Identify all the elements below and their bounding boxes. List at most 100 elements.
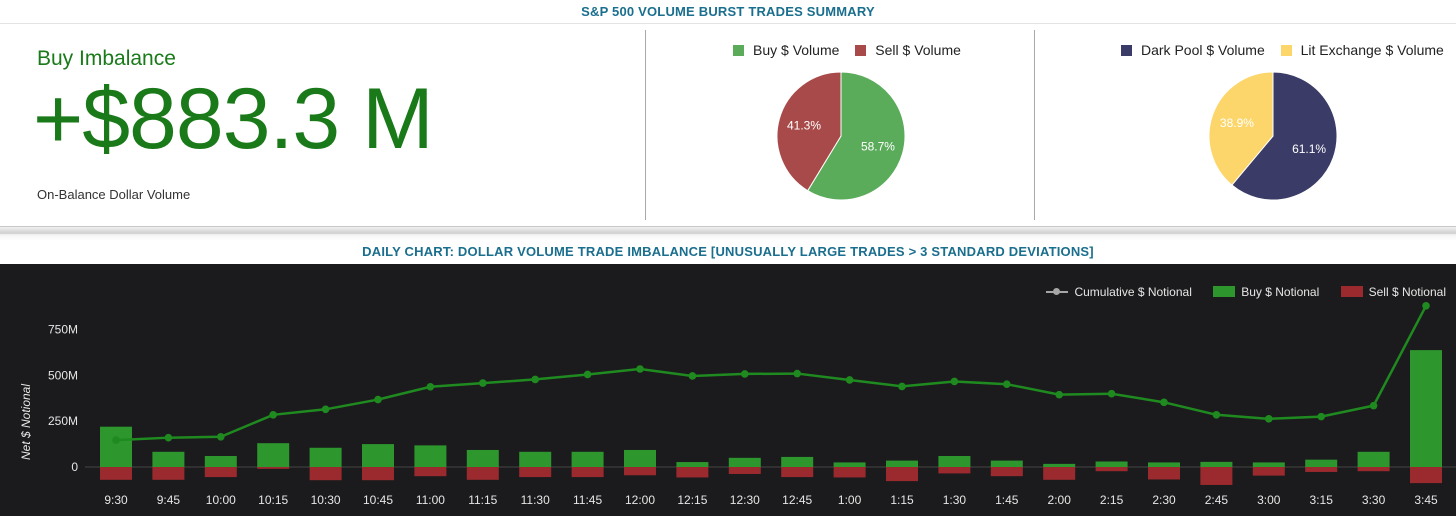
cumulative-point[interactable] bbox=[845, 376, 854, 384]
bar-buy-notional[interactable] bbox=[152, 451, 185, 467]
cumulative-point[interactable] bbox=[1265, 415, 1273, 423]
pie-slice-buy-volume[interactable] bbox=[807, 71, 906, 201]
bar-sell-notional[interactable] bbox=[152, 467, 185, 480]
bar-buy-notional[interactable] bbox=[1095, 461, 1128, 467]
bar-sell-notional[interactable] bbox=[676, 467, 709, 478]
bar-sell-notional[interactable] bbox=[1095, 467, 1128, 472]
cumulative-point[interactable] bbox=[531, 375, 539, 384]
bar-buy-notional[interactable] bbox=[1357, 451, 1390, 467]
cumulative-point[interactable] bbox=[1055, 390, 1063, 399]
y-tick-label: 0 bbox=[71, 460, 78, 474]
pie-slice-sell-volume[interactable] bbox=[776, 71, 842, 192]
bar-sell-notional[interactable] bbox=[833, 467, 866, 478]
bar-buy-notional[interactable] bbox=[1148, 462, 1180, 467]
cumulative-point[interactable] bbox=[898, 382, 906, 391]
cumulative-point[interactable] bbox=[636, 365, 644, 373]
bar-buy-notional[interactable] bbox=[571, 451, 604, 467]
bar-buy-notional[interactable] bbox=[204, 456, 237, 467]
cumulative-point[interactable] bbox=[1003, 380, 1011, 388]
bar-sell-notional[interactable] bbox=[1200, 467, 1233, 485]
cumulative-point[interactable] bbox=[374, 395, 382, 404]
bar-sell-notional[interactable] bbox=[1305, 467, 1338, 472]
bar-sell-notional[interactable] bbox=[571, 467, 604, 478]
bar-sell-notional[interactable] bbox=[624, 467, 656, 476]
bar-buy-notional[interactable] bbox=[1305, 459, 1338, 467]
legend-item-lit-exchange[interactable]: Lit Exchange $ Volume bbox=[1280, 42, 1444, 58]
cumulative-point[interactable] bbox=[479, 379, 487, 387]
cumulative-point[interactable] bbox=[164, 433, 173, 442]
bar-buy-notional[interactable] bbox=[833, 462, 866, 467]
x-tick-label: 11:15 bbox=[468, 493, 497, 507]
cumulative-point[interactable] bbox=[217, 432, 225, 441]
cumulative-point[interactable] bbox=[950, 377, 959, 386]
bar-buy-notional[interactable] bbox=[676, 462, 709, 467]
bar-buy-notional[interactable] bbox=[624, 449, 656, 467]
bar-buy-notional[interactable] bbox=[1043, 463, 1076, 467]
bar-sell-notional[interactable] bbox=[100, 467, 132, 480]
x-tick-label: 10:15 bbox=[258, 493, 288, 507]
bar-sell-notional[interactable] bbox=[1043, 467, 1076, 480]
cumulative-point[interactable] bbox=[321, 405, 330, 414]
bar-sell-notional[interactable] bbox=[204, 467, 237, 478]
cumulative-point[interactable] bbox=[1160, 398, 1168, 407]
cumulative-line bbox=[115, 305, 1428, 442]
cumulative-point[interactable] bbox=[583, 370, 592, 379]
legend-item-sell-volume[interactable]: Sell $ Volume bbox=[855, 42, 961, 58]
bar-sell-notional[interactable] bbox=[781, 467, 814, 478]
cumulative-point[interactable] bbox=[426, 382, 435, 391]
bar-sell-notional[interactable] bbox=[519, 467, 552, 478]
pie-slice-lit-exchange-volume[interactable] bbox=[1208, 71, 1274, 186]
bar-sell-notional[interactable] bbox=[362, 467, 394, 481]
bar-buy-notional[interactable] bbox=[1200, 461, 1233, 467]
bar-buy-notional[interactable] bbox=[781, 456, 814, 467]
cumulative-point[interactable] bbox=[112, 436, 120, 444]
bar-sell-notional[interactable] bbox=[1252, 467, 1285, 476]
bar-buy-notional[interactable] bbox=[1410, 350, 1442, 467]
cumulative-point[interactable] bbox=[1212, 410, 1221, 419]
pie-slice-dark-pool-volume[interactable] bbox=[1231, 71, 1338, 201]
bar-sell-notional[interactable] bbox=[466, 467, 499, 480]
bar-buy-notional[interactable] bbox=[990, 460, 1023, 467]
pie-slice-label: 41.3% bbox=[787, 119, 821, 133]
legend-item-buy-notional[interactable]: Buy $ Notional bbox=[1213, 285, 1319, 299]
legend-swatch bbox=[1121, 45, 1132, 56]
legend-item-sell-notional[interactable]: Sell $ Notional bbox=[1340, 285, 1446, 299]
pie-chart-buy-sell: 58.7% 41.3% bbox=[776, 71, 906, 201]
cumulative-point[interactable] bbox=[269, 410, 278, 419]
legend-label: Cumulative $ Notional bbox=[1074, 285, 1192, 299]
cumulative-point[interactable] bbox=[1317, 412, 1325, 421]
bar-sell-notional[interactable] bbox=[1148, 467, 1180, 480]
bar-sell-notional[interactable] bbox=[728, 467, 761, 474]
bar-buy-notional[interactable] bbox=[938, 456, 971, 467]
bar-sell-notional[interactable] bbox=[309, 467, 342, 481]
bar-buy-notional[interactable] bbox=[466, 449, 499, 467]
bar-buy-notional[interactable] bbox=[728, 457, 761, 467]
summary-panel: Buy Imbalance +$883.3 M On-Balance Dolla… bbox=[0, 24, 1456, 226]
cumulative-point[interactable] bbox=[741, 370, 749, 378]
bar-buy-notional[interactable] bbox=[886, 460, 918, 467]
bar-buy-notional[interactable] bbox=[362, 444, 394, 467]
bar-sell-notional[interactable] bbox=[1410, 467, 1442, 484]
bar-buy-notional[interactable] bbox=[519, 451, 552, 467]
cumulative-point[interactable] bbox=[1369, 401, 1378, 410]
cumulative-point[interactable] bbox=[688, 372, 697, 380]
bar-buy-notional[interactable] bbox=[257, 443, 290, 467]
legend-item-dark-pool[interactable]: Dark Pool $ Volume bbox=[1121, 42, 1265, 58]
bar-sell-notional[interactable] bbox=[886, 467, 918, 482]
cumulative-point[interactable] bbox=[1422, 301, 1430, 310]
bar-sell-notional[interactable] bbox=[990, 467, 1023, 477]
x-tick-label: 1:45 bbox=[995, 493, 1019, 507]
bar-sell-notional[interactable] bbox=[1357, 467, 1390, 472]
cumulative-point[interactable] bbox=[1107, 389, 1116, 398]
legend-item-cumulative[interactable]: Cumulative $ Notional bbox=[1046, 285, 1192, 299]
bar-buy-notional[interactable] bbox=[309, 447, 342, 467]
y-tick-label: 500M bbox=[48, 368, 78, 382]
bar-sell-notional[interactable] bbox=[414, 467, 447, 477]
cumulative-point[interactable] bbox=[793, 369, 801, 378]
bar-sell-notional[interactable] bbox=[257, 467, 290, 469]
bar-buy-notional[interactable] bbox=[100, 426, 132, 467]
bar-buy-notional[interactable] bbox=[1252, 462, 1285, 467]
legend-item-buy-volume[interactable]: Buy $ Volume bbox=[733, 42, 839, 58]
bar-sell-notional[interactable] bbox=[938, 467, 971, 474]
bar-buy-notional[interactable] bbox=[414, 445, 447, 467]
